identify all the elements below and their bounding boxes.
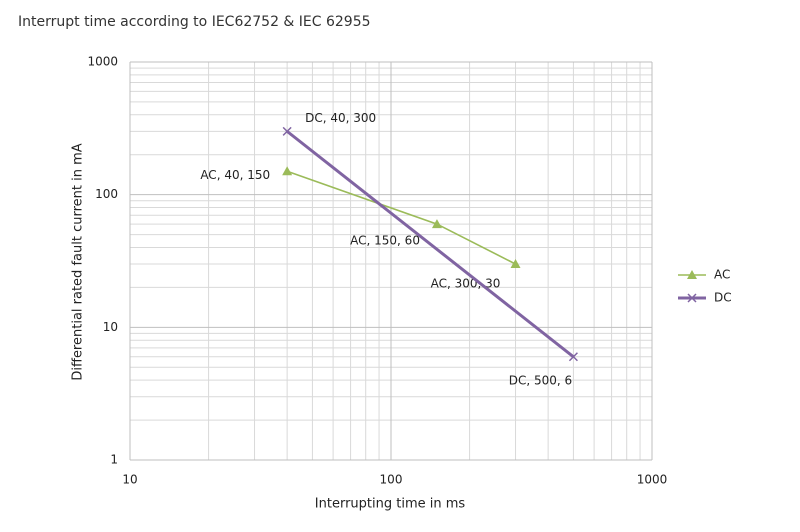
chart-title: Interrupt time according to IEC62752 & I… xyxy=(18,14,371,30)
marker xyxy=(568,352,578,362)
data-label: AC, 40, 150 xyxy=(200,168,270,182)
y-tick-label: 10 xyxy=(103,320,118,334)
x-axis-label: Interrupting time in ms xyxy=(315,497,466,512)
y-axis-label: Differential rated fault current in mA xyxy=(71,143,86,380)
x-tick-label: 100 xyxy=(380,473,403,487)
marker xyxy=(687,293,697,303)
x-tick-label: 10 xyxy=(122,473,137,487)
data-label: AC, 300, 30 xyxy=(431,277,501,291)
series-line xyxy=(286,170,516,265)
marker xyxy=(431,219,442,229)
legend-label: AC xyxy=(714,268,730,282)
legend-label: DC xyxy=(714,291,732,305)
y-tick-label: 1 xyxy=(110,453,118,467)
data-label: AC, 150, 60 xyxy=(350,234,420,248)
y-tick-label: 1000 xyxy=(87,55,118,69)
marker xyxy=(510,259,521,269)
y-tick-label: 100 xyxy=(95,187,118,201)
marker xyxy=(282,166,293,176)
data-label: DC, 500, 6 xyxy=(509,373,572,387)
marker xyxy=(687,270,697,279)
marker xyxy=(282,126,292,136)
series-line xyxy=(286,130,575,358)
x-tick-label: 1000 xyxy=(637,473,668,487)
data-label: DC, 40, 300 xyxy=(305,111,376,125)
